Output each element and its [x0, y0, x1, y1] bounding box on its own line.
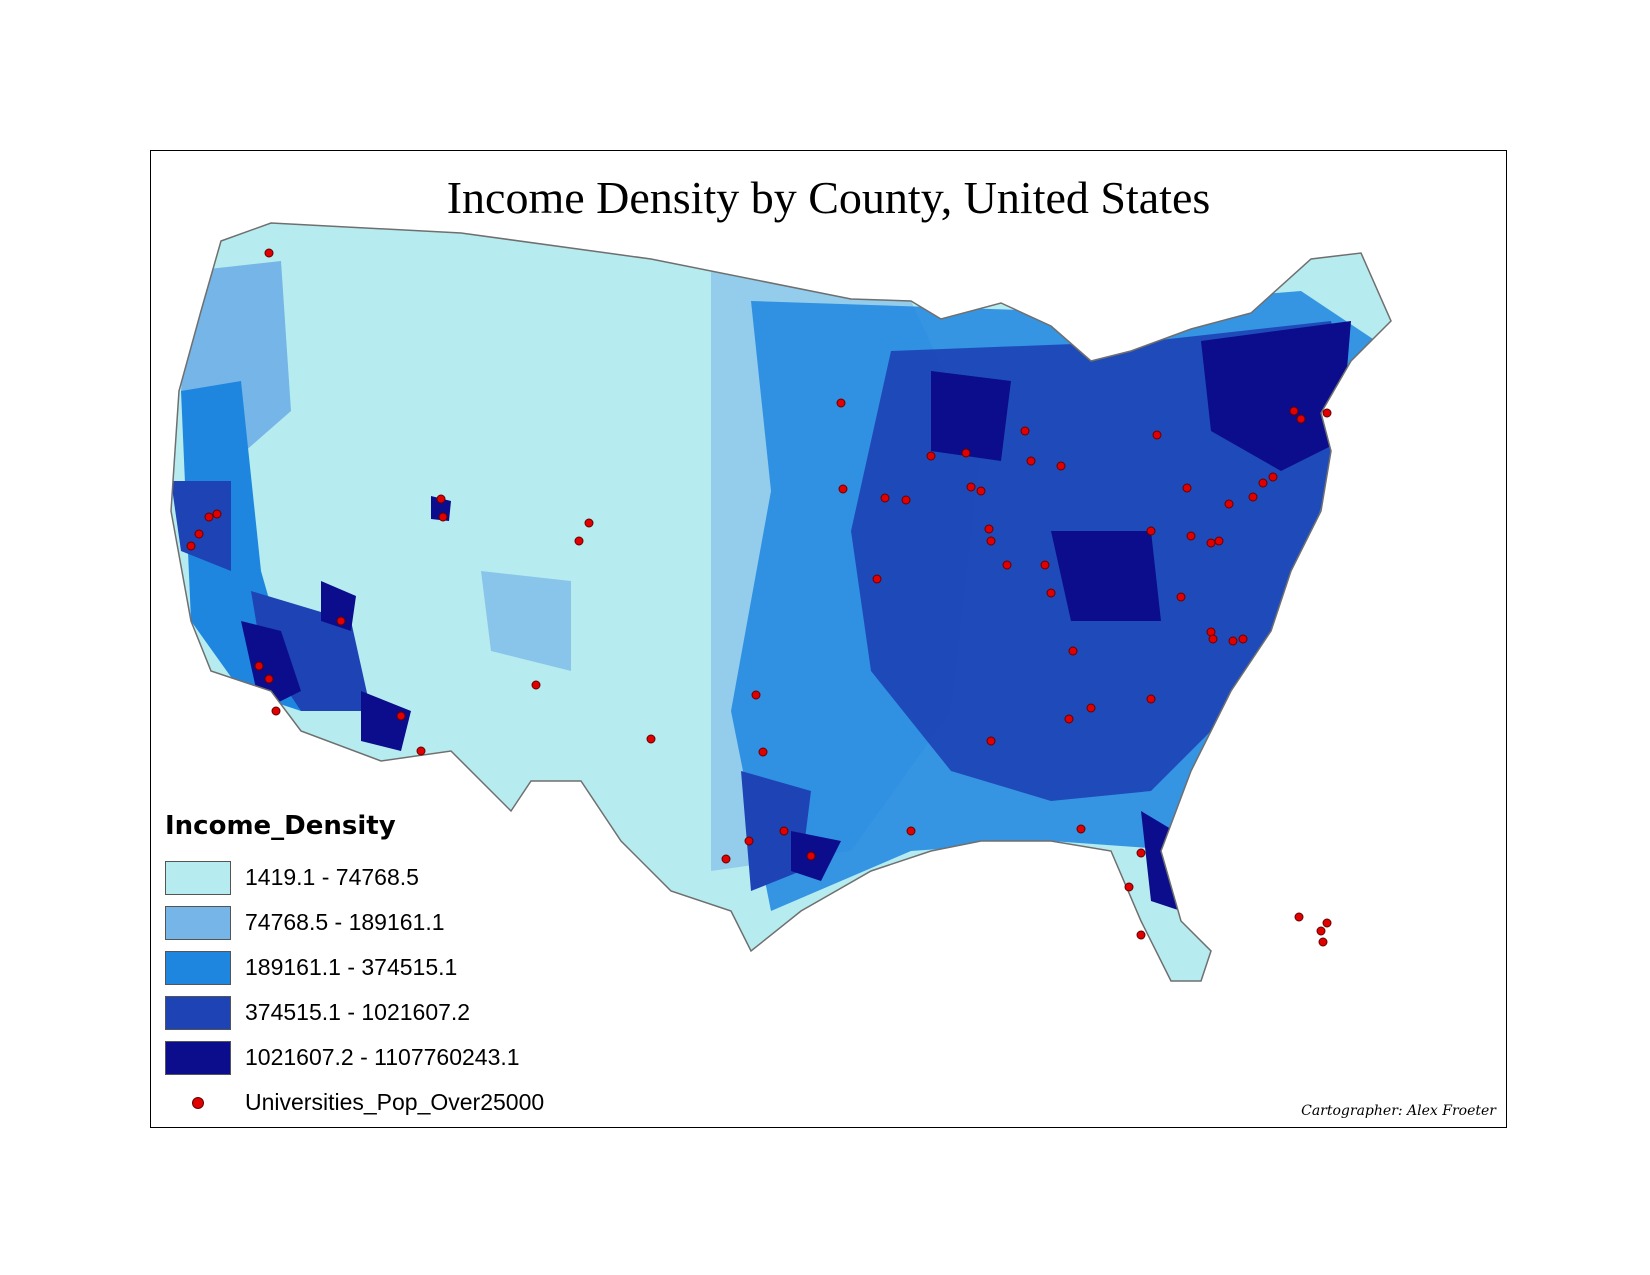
legend-item: 74768.5 - 189161.1: [165, 900, 625, 945]
legend-title: Income_Density: [165, 811, 396, 841]
legend-label: 374515.1 - 1021607.2: [245, 999, 471, 1025]
map-title: Income Density by County, United States: [446, 172, 1211, 223]
map-layout-frame: Income Density by County, United States: [150, 150, 1507, 1128]
university-points: [186, 248, 1332, 947]
legend-swatch: [165, 995, 231, 1030]
legend-label: Universities_Pop_Over25000: [245, 1089, 545, 1115]
legend-item: 189161.1 - 374515.1: [165, 945, 625, 990]
legend-item: 1021607.2 - 1107760243.1: [165, 1035, 625, 1080]
legend-item-universities: Universities_Pop_Over25000: [165, 1080, 625, 1125]
us-county-map: [170, 222, 1392, 982]
legend-swatch: [165, 1040, 231, 1075]
cartographer-credit: Cartographer: Alex Froeter: [1301, 1103, 1496, 1119]
legend-swatch: [165, 905, 231, 940]
legend-label: 189161.1 - 374515.1: [245, 954, 458, 980]
legend-swatch: [165, 950, 231, 985]
university-point-symbol: [192, 1096, 204, 1109]
legend-swatch: [165, 860, 231, 895]
legend-label: 74768.5 - 189161.1: [245, 909, 445, 935]
legend-label: 1021607.2 - 1107760243.1: [245, 1044, 520, 1070]
legend-label: 1419.1 - 74768.5: [245, 864, 419, 890]
legend-item: 374515.1 - 1021607.2: [165, 990, 625, 1035]
map-legend: Income_Density 1419.1 - 74768.5 74768.5 …: [165, 811, 625, 1125]
legend-item: 1419.1 - 74768.5: [165, 855, 625, 900]
